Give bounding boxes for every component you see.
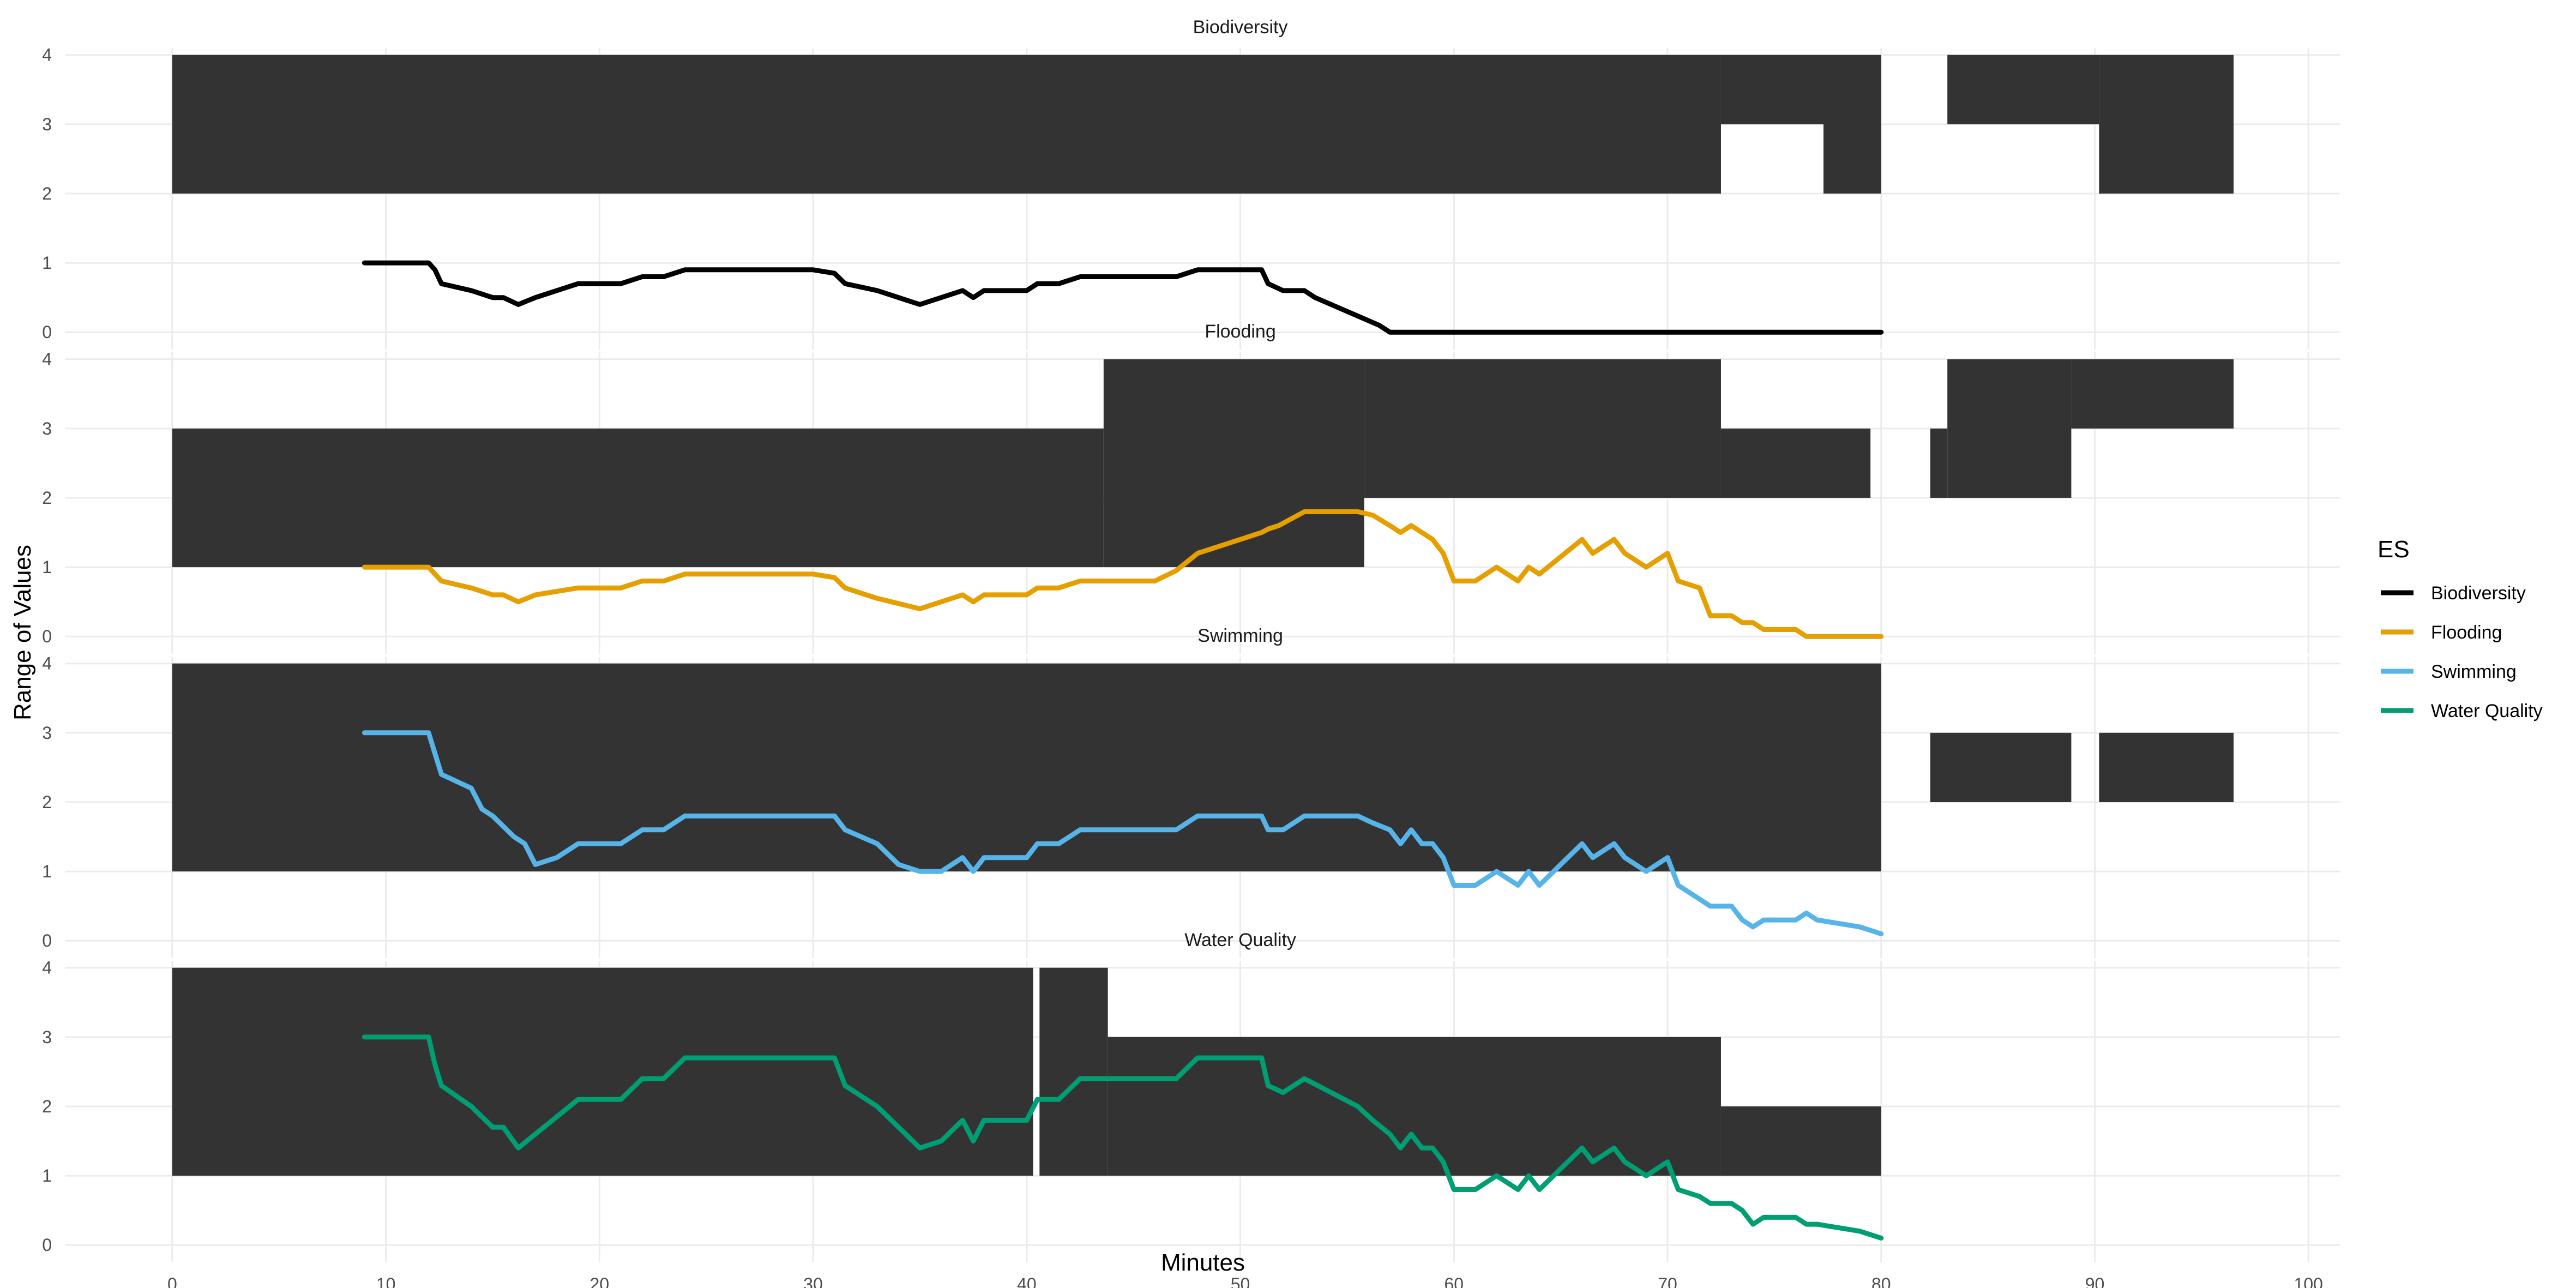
x-tick-label: 30 [803,1274,823,1288]
y-tick-label: 2 [42,488,52,508]
y-tick-label: 4 [42,350,52,369]
range-bar [1039,967,1108,1176]
legend: ES Biodiversity Flooding Swimming Water Qua… [2378,536,2543,721]
y-tick-label: 0 [42,627,52,646]
x-tick-label: 100 [2294,1274,2323,1288]
range-bar [172,428,1104,568]
range-bar [1947,55,2099,124]
panels: Biodiversity 0 1 2 3 4 Flooding 0 1 2 3 4 Swimming 0 1… [42,17,2340,1288]
series-line [362,509,1884,639]
y-tick-label: 1 [42,253,52,273]
x-tick-label: 0 [167,1274,177,1288]
y-tick-label: 4 [42,654,52,673]
y-tick-label: 1 [42,1166,52,1185]
x-tick-label: 90 [2085,1274,2105,1288]
panel: Biodiversity 0 1 2 3 4 [42,17,2340,350]
range-bar [172,967,1033,1176]
y-tick-label: 3 [42,115,52,134]
legend-label: Swimming [2431,661,2517,682]
range-bar [1823,55,1881,194]
x-tick-label: 70 [1658,1274,1677,1288]
y-tick-label: 0 [42,1235,52,1255]
x-tick-label: 40 [1017,1274,1037,1288]
x-tick-label: 60 [1444,1274,1464,1288]
range-bar [172,55,1721,194]
range-bar [2071,359,2234,429]
y-tick-label: 0 [42,322,52,342]
range-bar [172,663,1881,872]
y-tick-label: 4 [42,45,52,65]
range-bar [1947,359,2072,498]
y-tick-label: 3 [42,1027,52,1047]
x-tick-label: 20 [590,1274,610,1288]
range-bar [2099,55,2234,194]
legend-title: ES [2378,536,2410,563]
y-axis-title: Range of Values [9,545,36,720]
range-bar [2099,732,2234,802]
y-tick-label: 0 [42,931,52,950]
x-tick-label: 10 [376,1274,396,1288]
panel-title: Biodiversity [1193,17,1288,38]
panel-title: Water Quality [1184,930,1296,950]
series-line [362,260,1884,335]
legend-label: Biodiversity [2431,583,2526,604]
panel-title: Swimming [1197,625,1283,646]
range-bar [1103,359,1364,568]
y-tick-label: 4 [42,958,52,978]
legend-label: Flooding [2431,622,2502,643]
series-line [362,730,1884,936]
range-bar [1720,428,1871,498]
range-bar [1930,428,1948,498]
range-bar [1930,732,2072,802]
panel: Swimming 0 1 2 3 4 [42,625,2340,958]
y-tick-label: 1 [42,862,52,881]
range-bar [1364,359,1721,498]
range-bar [1720,1106,1881,1176]
y-tick-label: 3 [42,419,52,438]
legend-label: Water Quality [2431,701,2543,721]
y-tick-label: 2 [42,1097,52,1116]
panel: Water Quality 0 1 2 3 4 [42,930,2340,1262]
x-tick-label: 80 [1871,1274,1891,1288]
range-bar [1720,55,1823,124]
y-tick-label: 2 [42,184,52,203]
x-axis-title: Minutes [1161,1249,1245,1276]
x-tick-label: 50 [1231,1274,1250,1288]
series-line [362,1034,1884,1241]
panel: Flooding 0 1 2 3 4 [42,321,2340,654]
y-tick-label: 3 [42,723,52,743]
y-tick-label: 2 [42,792,52,812]
y-tick-label: 1 [42,557,52,577]
panel-title: Flooding [1205,321,1275,342]
